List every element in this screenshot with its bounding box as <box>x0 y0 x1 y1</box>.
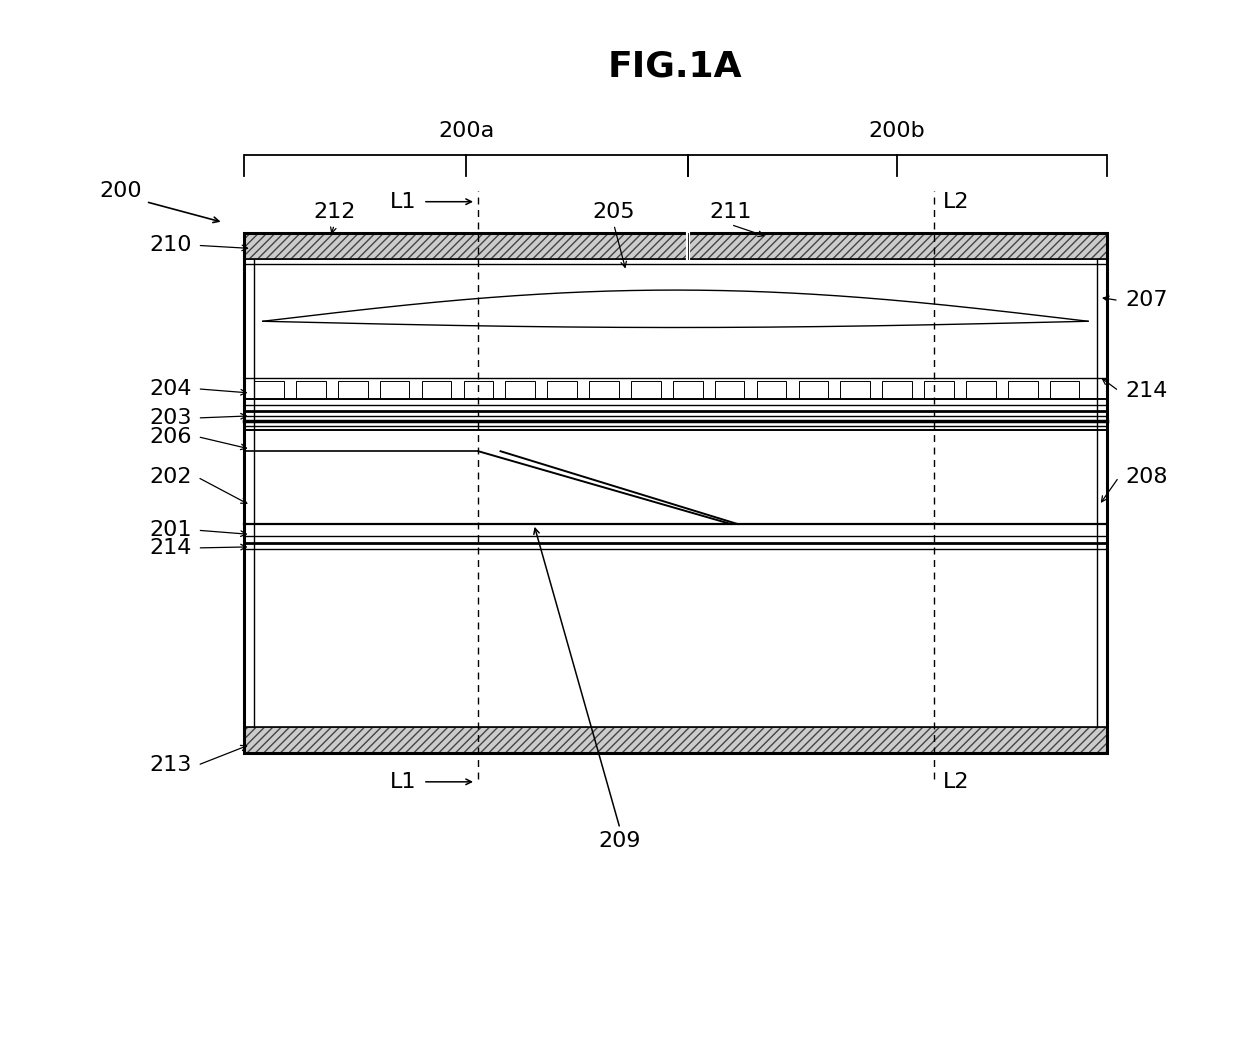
Text: 210: 210 <box>149 236 191 256</box>
Text: 207: 207 <box>1125 290 1168 310</box>
Bar <box>244 233 1106 752</box>
Bar <box>506 380 534 399</box>
Text: 205: 205 <box>593 202 635 222</box>
Text: 214: 214 <box>1125 380 1167 401</box>
Bar <box>1050 380 1079 399</box>
Text: 211: 211 <box>709 202 751 222</box>
Bar <box>631 380 661 399</box>
Bar <box>296 380 326 399</box>
Text: 202: 202 <box>149 467 191 487</box>
Text: L1: L1 <box>391 192 417 212</box>
Bar <box>714 380 744 399</box>
Bar <box>339 380 367 399</box>
Bar <box>244 233 688 259</box>
Bar <box>244 726 1106 752</box>
Bar <box>799 380 828 399</box>
Text: 200b: 200b <box>869 121 925 141</box>
Bar <box>254 380 284 399</box>
Bar <box>688 233 1106 259</box>
Text: 208: 208 <box>1125 467 1168 487</box>
Bar <box>673 380 703 399</box>
Bar <box>464 380 494 399</box>
Bar <box>589 380 619 399</box>
Bar <box>756 380 786 399</box>
Text: L2: L2 <box>942 192 970 212</box>
Bar <box>379 380 409 399</box>
Text: 200a: 200a <box>438 121 495 141</box>
Text: 212: 212 <box>312 202 356 222</box>
Bar <box>1008 380 1038 399</box>
Bar <box>422 380 451 399</box>
Text: FIG.1A: FIG.1A <box>608 49 743 84</box>
Bar <box>841 380 870 399</box>
Text: L1: L1 <box>391 771 417 792</box>
Text: 201: 201 <box>149 520 191 540</box>
Text: 214: 214 <box>149 538 191 558</box>
Bar <box>966 380 996 399</box>
Text: 213: 213 <box>149 756 191 776</box>
Bar <box>924 380 954 399</box>
Text: 206: 206 <box>149 427 191 446</box>
Text: 200: 200 <box>100 181 143 201</box>
Text: 204: 204 <box>149 378 191 399</box>
Text: 209: 209 <box>599 831 641 851</box>
Text: 203: 203 <box>149 408 191 428</box>
Bar <box>547 380 577 399</box>
Bar <box>883 380 911 399</box>
Text: L2: L2 <box>942 771 970 792</box>
